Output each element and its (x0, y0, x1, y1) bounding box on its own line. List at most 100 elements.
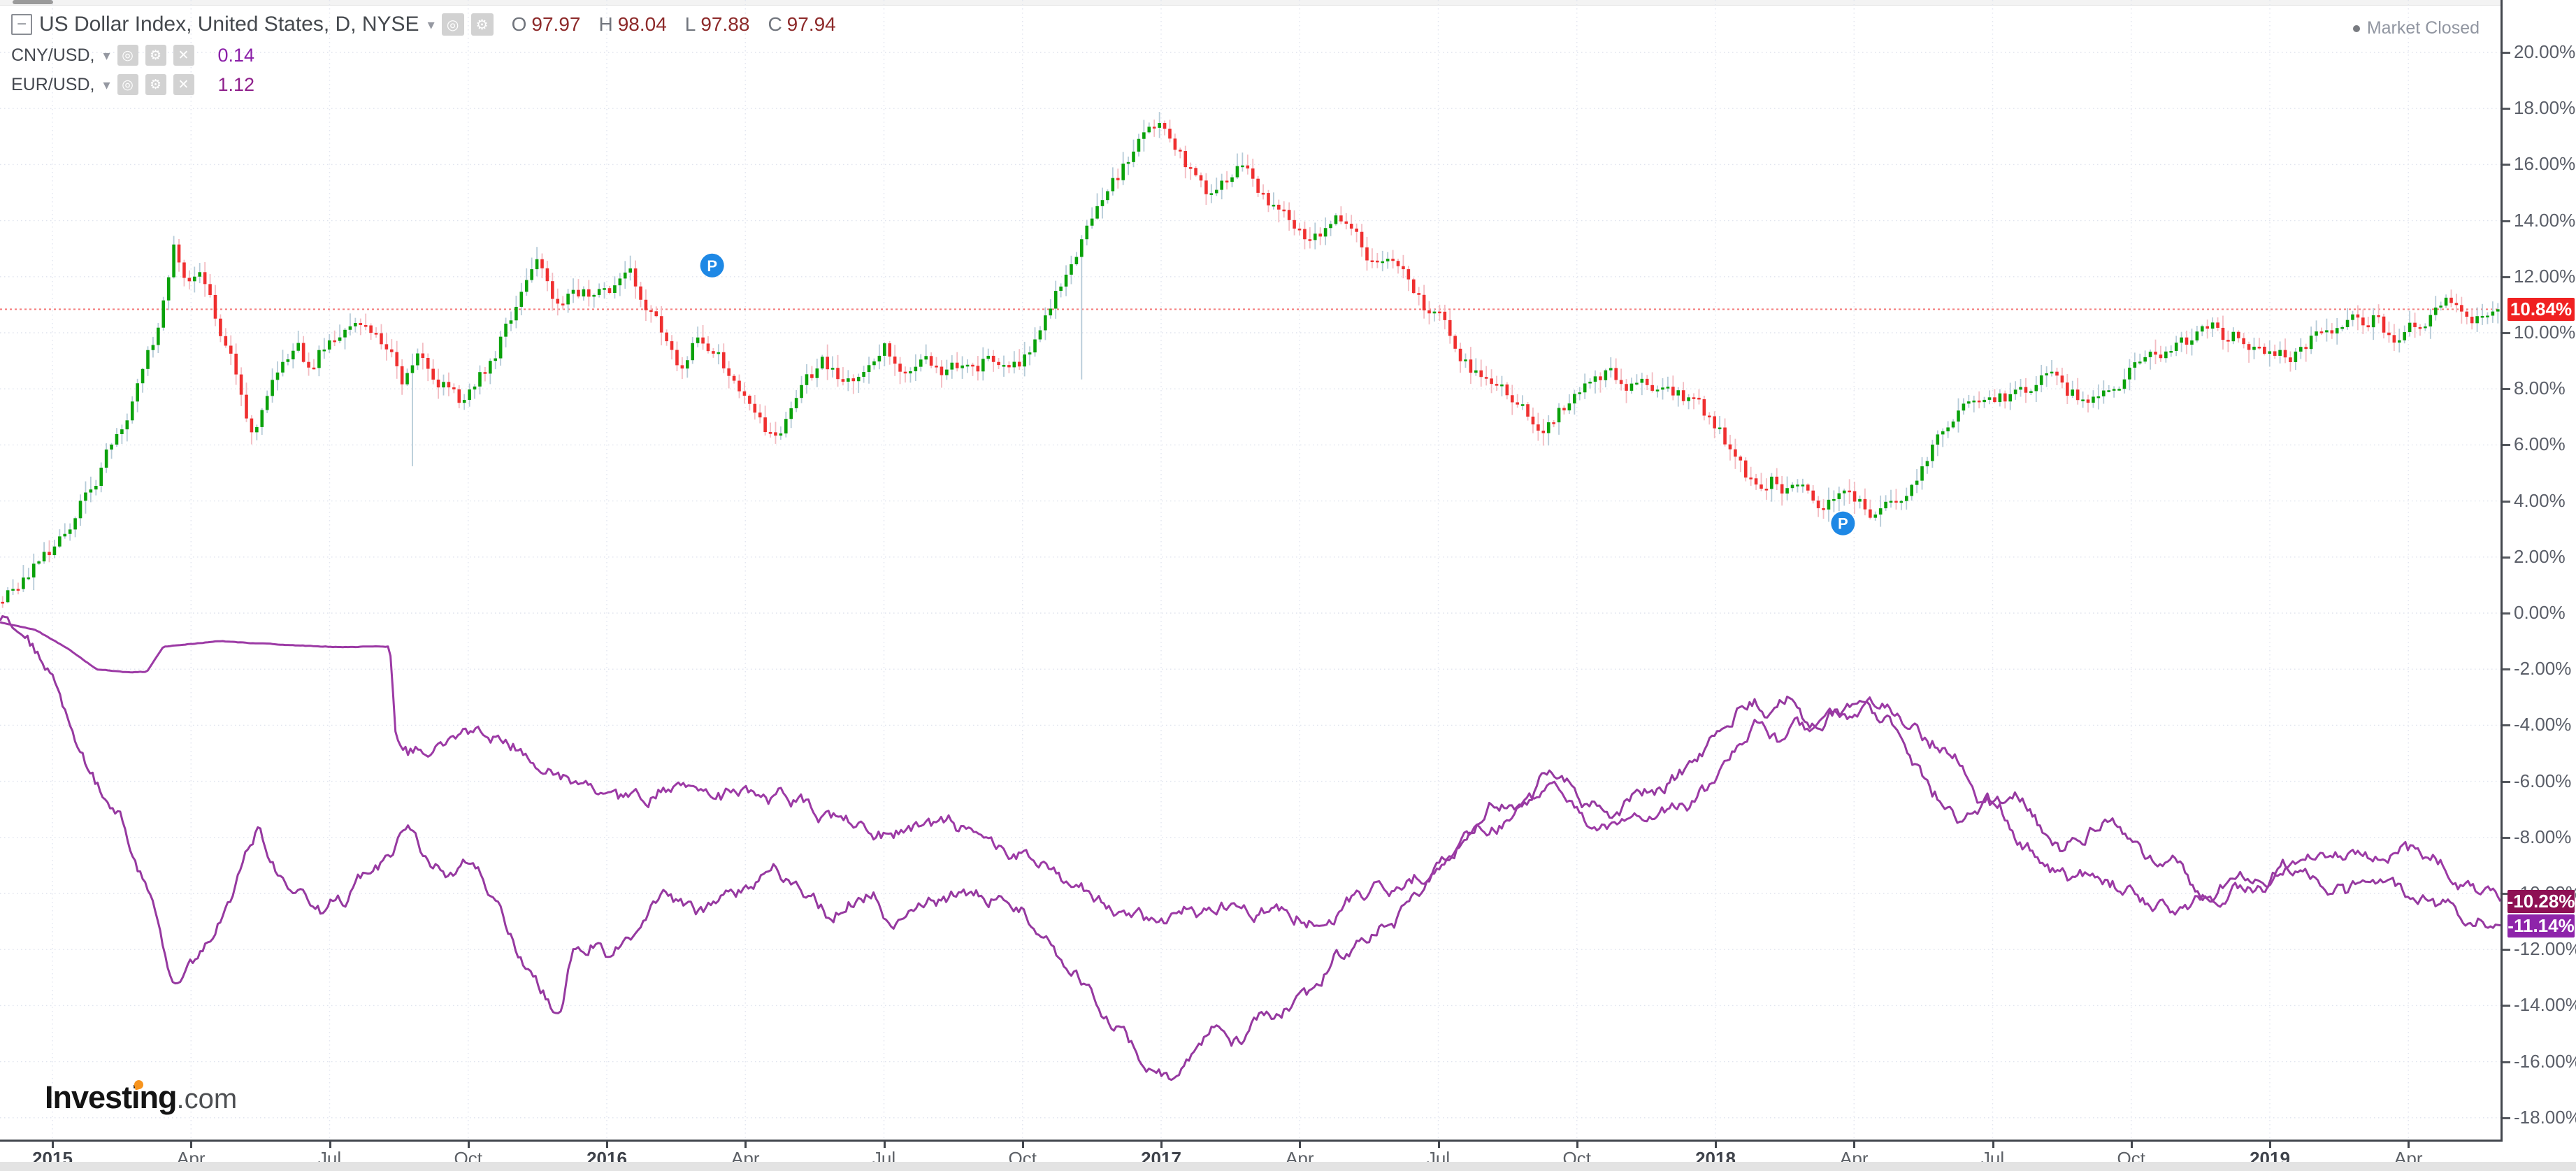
time-tick-mark (1992, 1142, 1994, 1148)
last-price-badge: 10.84% (2507, 298, 2575, 322)
time-tick-mark (744, 1142, 747, 1148)
open-readout: O 97.97 (511, 13, 581, 35)
price-tick-mark (2503, 556, 2510, 559)
price-tick-mark (2503, 780, 2510, 783)
time-tick-mark (1853, 1142, 1856, 1148)
investing-logo[interactable]: Investing.com (45, 1079, 237, 1116)
price-tick-label: 0.00% (2514, 602, 2566, 623)
market-status: Market Closed (2352, 18, 2480, 38)
price-tick-mark (2503, 388, 2510, 391)
price-tick-label: -8.00% (2514, 826, 2572, 847)
cny-price-label: -10.28% (2507, 891, 2575, 912)
gear-icon[interactable]: ⚙ (470, 13, 494, 36)
price-tick-label: -6.00% (2514, 770, 2572, 791)
time-tick-mark (1021, 1142, 1024, 1148)
cny-price-badge: -10.28% (2507, 890, 2575, 914)
price-tick-label: 16.00% (2514, 153, 2576, 175)
published-idea-marker[interactable]: P (700, 253, 724, 278)
price-tick-mark (2503, 220, 2510, 222)
logo-text: Investing (45, 1079, 178, 1115)
eye-icon[interactable]: ◎ (117, 45, 138, 66)
gear-icon[interactable]: ⚙ (145, 45, 166, 66)
grid-layer (0, 0, 2501, 1140)
gear-icon[interactable]: ⚙ (145, 74, 166, 95)
overlay-row-cny: CNY/USD, ▾ ◎ ⚙ ✕ 0.14 (11, 41, 854, 70)
last-price-label: 10.84% (2510, 299, 2573, 320)
time-tick-mark (190, 1142, 193, 1148)
price-chart-canvas[interactable]: PP (0, 0, 2501, 1140)
time-tick-mark (2130, 1142, 2133, 1148)
price-tick-mark (2503, 1061, 2510, 1063)
cny-usd-line (0, 621, 2501, 929)
price-tick-label: 18.00% (2514, 97, 2576, 119)
time-tick-mark (1715, 1142, 1717, 1148)
overlay-symbol[interactable]: CNY/USD, (11, 45, 95, 65)
svg-text:P: P (707, 257, 717, 275)
price-tick-mark (2503, 1005, 2510, 1007)
eur-usd-line (0, 615, 2501, 1082)
overlay-value: 1.12 (217, 73, 255, 95)
time-tick-mark (52, 1142, 54, 1148)
price-tick-label: 12.00% (2514, 265, 2576, 287)
logo-suffix: .com (176, 1084, 238, 1114)
eur-price-label: -11.14% (2507, 914, 2575, 936)
eye-icon[interactable]: ◎ (441, 13, 464, 36)
price-tick-label: 4.00% (2514, 489, 2566, 511)
price-tick-label: -16.00% (2514, 1050, 2576, 1072)
low-readout: L 97.88 (684, 13, 750, 35)
chevron-down-icon[interactable]: ▾ (103, 47, 110, 64)
overlay-row-eur: EUR/USD, ▾ ◎ ⚙ ✕ 1.12 (11, 70, 854, 99)
price-tick-mark (2503, 893, 2510, 895)
chart-legend: − US Dollar Index, United States, D, NYS… (11, 8, 854, 99)
main-symbol-row: − US Dollar Index, United States, D, NYS… (11, 8, 854, 41)
close-icon[interactable]: ✕ (173, 74, 194, 95)
price-tick-mark (2503, 836, 2510, 839)
price-axis[interactable]: 20.00% 18.00% 16.00% 14.00% 12.00% 10.00% 8.00… (2501, 0, 2576, 1140)
price-tick-mark (2503, 724, 2510, 727)
collapse-legend-button[interactable]: − (11, 14, 32, 35)
overlay-value: 0.14 (217, 44, 255, 66)
chevron-down-icon[interactable]: ▾ (427, 16, 435, 33)
published-idea-marker[interactable]: P (1831, 511, 1855, 536)
price-tick-mark (2503, 444, 2510, 447)
svg-text:P: P (1838, 515, 1848, 533)
price-tick-mark (2503, 668, 2510, 671)
price-tick-mark (2503, 52, 2510, 54)
market-status-dot-icon (2352, 24, 2360, 32)
chevron-down-icon[interactable]: ▾ (103, 76, 110, 93)
eye-icon[interactable]: ◎ (117, 74, 138, 95)
price-tick-label: 14.00% (2514, 209, 2576, 231)
price-tick-label: 6.00% (2514, 433, 2566, 455)
price-tick-mark (2503, 1116, 2510, 1119)
bottom-scroll-strip[interactable] (0, 1162, 2576, 1171)
time-axis-border (0, 1140, 2503, 1142)
minus-icon: − (16, 15, 27, 34)
time-tick-mark (883, 1142, 886, 1148)
price-tick-mark (2503, 949, 2510, 951)
time-axis[interactable]: 2015 Apr Jul Oct 2016 Apr Jul Oct 2017 Apr Jul Oct 2… (0, 1142, 2576, 1169)
time-tick-mark (329, 1142, 331, 1148)
close-icon[interactable]: ✕ (173, 45, 194, 66)
close-readout: C 97.94 (768, 13, 836, 35)
price-tick-label: 20.00% (2514, 41, 2576, 62)
symbol-title[interactable]: US Dollar Index, United States, D, NYSE (39, 13, 419, 36)
price-tick-label: 2.00% (2514, 545, 2566, 567)
price-tick-label: -12.00% (2514, 938, 2576, 960)
overlay-symbol[interactable]: EUR/USD, (11, 74, 95, 94)
price-tick-mark (2503, 612, 2510, 615)
eur-price-badge: -11.14% (2507, 914, 2575, 937)
time-tick-mark (2269, 1142, 2271, 1148)
scrollbar-handle[interactable] (13, 0, 53, 4)
price-tick-mark (2503, 275, 2510, 278)
price-tick-mark (2503, 500, 2510, 503)
price-tick-label: -2.00% (2514, 658, 2572, 680)
price-tick-mark (2503, 108, 2510, 110)
top-border (0, 0, 2576, 6)
time-tick-mark (1299, 1142, 1302, 1148)
price-tick-mark (2503, 332, 2510, 334)
price-tick-label: 8.00% (2514, 378, 2566, 399)
market-status-label: Market Closed (2366, 18, 2480, 38)
price-tick-label: -4.00% (2514, 714, 2572, 735)
time-tick-mark (1437, 1142, 1440, 1148)
